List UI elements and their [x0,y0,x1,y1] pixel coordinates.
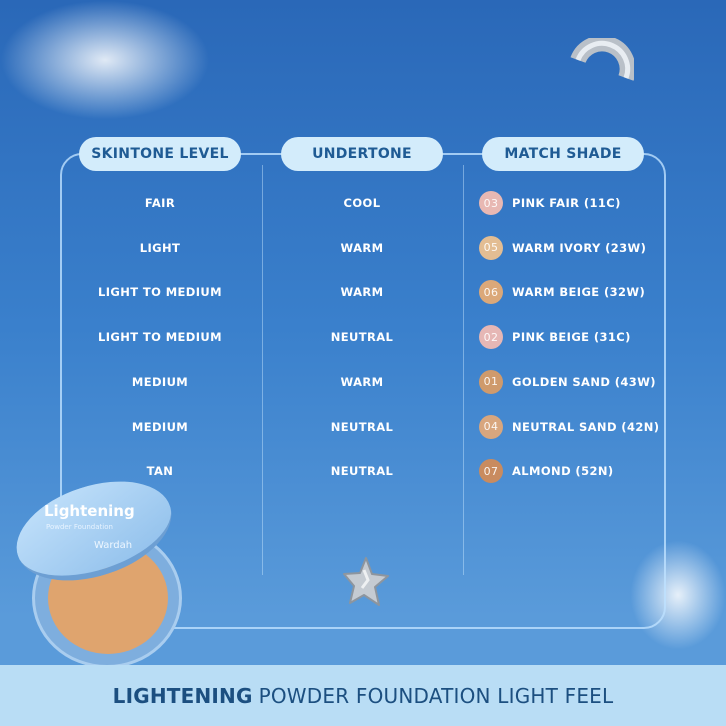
product-subtitle: Powder Foundation [46,523,113,531]
column-divider [463,165,464,575]
header-skintone-level: SKINTONE LEVEL [79,137,241,171]
shade-row: 04 NEUTRAL SAND (42N) [479,414,660,439]
undertone-cell: WARM [340,240,384,255]
cloud-decoration [630,540,726,650]
skintone-cell: MEDIUM [131,374,189,389]
footer-title-bold: LIGHTENING [112,683,253,708]
shade-name: PINK FAIR (11C) [512,196,621,210]
shade-row: 05 WARM IVORY (23W) [479,235,647,260]
shade-name: GOLDEN SAND (43W) [512,374,656,389]
chrome-arch-decoration [570,38,634,81]
shade-swatch: 06 [479,280,503,305]
undertone-cell: NEUTRAL [330,330,394,345]
shade-row: 03 PINK FAIR (11C) [479,191,621,215]
product-brand: Wardah [94,540,133,551]
shade-row: 02 PINK BEIGE (31C) [479,325,631,350]
product-name: Lightening [44,502,135,520]
undertone-cell: NEUTRAL [330,464,394,479]
undertone-cell: WARM [340,285,384,300]
undertone-cell: COOL [343,196,381,210]
shade-name: WARM BEIGE (32W) [512,285,646,300]
footer-banner: LIGHTENING POWDER FOUNDATION LIGHT FEEL [0,665,726,726]
shade-name: ALMOND (52N) [512,464,614,479]
skintone-cell: LIGHT [139,240,181,255]
shade-swatch: 07 [479,459,503,484]
shade-swatch: 04 [479,414,503,439]
skintone-cell: LIGHT TO MEDIUM [97,330,223,345]
header-undertone: UNDERTONE [281,137,443,171]
column-divider [262,165,263,575]
shade-swatch: 05 [479,235,503,260]
shade-row: 06 WARM BEIGE (32W) [479,280,646,305]
shade-name: PINK BEIGE (31C) [512,330,631,345]
shade-row: 01 GOLDEN SAND (43W) [479,369,656,394]
shade-name: NEUTRAL SAND (42N) [512,419,660,434]
chrome-star-decoration [343,557,389,606]
header-match-shade: MATCH SHADE [482,137,644,171]
cloud-decoration [0,0,210,120]
shade-swatch: 01 [479,369,503,394]
footer-title: POWDER FOUNDATION LIGHT FEEL [258,683,614,708]
shade-swatch: 02 [479,325,503,350]
shade-row: 07 ALMOND (52N) [479,459,614,484]
product-compact: Lightening Powder Foundation Wardah [4,463,184,668]
shade-name: WARM IVORY (23W) [512,240,647,255]
shade-swatch: 03 [479,191,503,215]
skintone-cell: FAIR [144,196,176,210]
undertone-cell: WARM [340,374,384,389]
skintone-cell: MEDIUM [131,419,189,434]
undertone-cell: NEUTRAL [330,419,394,434]
skintone-cell: LIGHT TO MEDIUM [97,285,223,300]
skintone-cell: TAN [146,464,174,479]
